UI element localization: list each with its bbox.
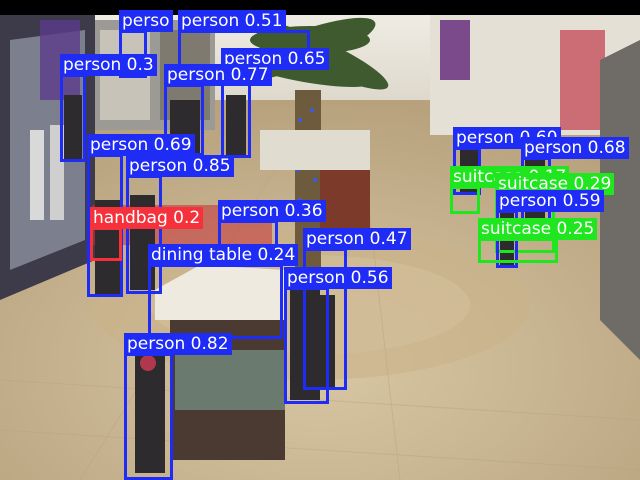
detection-label: handbag 0.2: [90, 207, 204, 229]
detection-label: person 0.59: [496, 190, 604, 212]
detection-box: person 0.36: [218, 200, 326, 260]
detection-label: person 0.47: [303, 228, 411, 250]
detection-label: dining table 0.24: [148, 244, 299, 266]
detection-box: suitcase 0.25: [478, 218, 598, 263]
detection-label: person 0.3: [60, 54, 157, 76]
detection-label: person 0.68: [521, 137, 629, 159]
detection-label: suitcase 0.25: [478, 218, 598, 240]
detection-box: person 0.3: [60, 54, 157, 162]
detection-label: person 0.56: [284, 267, 392, 289]
detection-label: perso: [119, 10, 173, 32]
detection-label: person 0.77: [164, 64, 272, 86]
detection-label: person 0.51: [178, 10, 286, 32]
detection-box: handbag 0.2: [90, 207, 204, 261]
detection-label: suitcase 0.29: [495, 173, 615, 195]
detection-box: person 0.77: [164, 64, 272, 156]
detection-box: person 0.47: [303, 228, 411, 390]
detection-label: person 0.85: [126, 155, 234, 177]
detection-box: person 0.82: [124, 333, 232, 480]
detection-label: person 0.82: [124, 333, 232, 355]
detection-label: person 0.36: [218, 200, 326, 222]
detection-label: person 0.69: [87, 134, 195, 156]
detection-box: person 0.56: [284, 267, 392, 404]
detection-box: dining table 0.24: [148, 244, 299, 339]
detection-box: suitcase 0.17: [450, 166, 570, 214]
detection-box: person 0.85: [126, 155, 234, 294]
